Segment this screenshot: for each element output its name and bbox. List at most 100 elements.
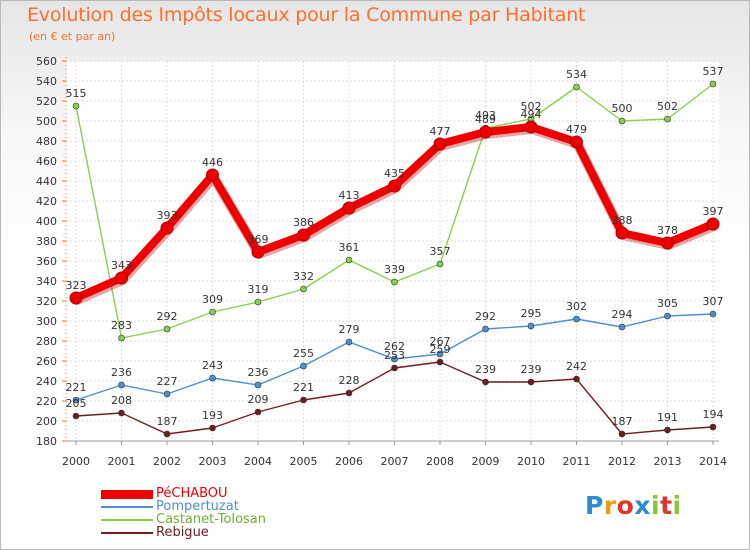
data-label: 283 — [111, 319, 132, 332]
data-point — [436, 260, 444, 268]
y-tick-label: 220 — [36, 395, 57, 408]
data-point — [709, 423, 717, 431]
y-tick-label: 560 — [36, 55, 57, 68]
y-tick-label: 180 — [36, 435, 57, 448]
data-point — [706, 217, 720, 231]
data-label: 477 — [430, 125, 451, 138]
data-label: 493 — [475, 109, 496, 122]
data-label: 479 — [566, 123, 587, 136]
data-point — [254, 408, 262, 416]
data-label: 502 — [657, 100, 678, 113]
legend-item-pompertuzat: Pompertuzat — [101, 499, 361, 514]
data-label: 534 — [566, 68, 587, 81]
data-label: 236 — [111, 366, 132, 379]
data-label: 221 — [66, 381, 87, 394]
y-tick-label: 360 — [36, 255, 57, 268]
data-label: 302 — [566, 300, 587, 313]
data-point — [345, 256, 353, 264]
x-tick-label: 2001 — [108, 455, 136, 468]
logo-letter: o — [616, 491, 635, 520]
data-point — [391, 355, 398, 363]
data-label: 193 — [202, 409, 223, 422]
legend-label-rebigue: Rebigue — [156, 525, 209, 540]
x-tick-label: 2004 — [244, 455, 272, 468]
logo-letter: r — [603, 491, 617, 520]
data-point — [163, 430, 171, 438]
y-tick-label: 420 — [36, 195, 57, 208]
x-tick-label: 2010 — [517, 455, 545, 468]
proxiti-logo: Proxiti — [585, 491, 682, 520]
data-point — [300, 285, 307, 293]
data-point — [206, 168, 219, 182]
legend-label-pechabou: PéCHABOU — [156, 486, 228, 501]
data-label: 243 — [202, 359, 223, 372]
data-label: 489 — [475, 113, 496, 126]
data-point — [342, 201, 356, 215]
data-label: 397 — [703, 205, 724, 218]
x-tick-label: 2000 — [62, 455, 90, 468]
y-tick-label: 400 — [36, 215, 57, 228]
x-tick-label: 2008 — [426, 455, 454, 468]
y-tick-label: 340 — [36, 275, 57, 288]
data-point — [118, 409, 125, 417]
data-label: 259 — [430, 343, 451, 356]
data-label: 221 — [293, 381, 314, 394]
data-point — [254, 298, 262, 306]
data-label: 537 — [703, 65, 724, 78]
data-point — [163, 390, 171, 398]
data-point — [118, 334, 125, 342]
data-point — [573, 315, 580, 323]
data-label: 307 — [703, 295, 724, 308]
y-tick-label: 200 — [36, 415, 57, 428]
data-label: 413 — [339, 189, 360, 202]
x-tick-label: 2002 — [153, 455, 181, 468]
data-point — [72, 396, 80, 404]
data-point — [160, 221, 174, 235]
legend-item-rebigue: Rebigue — [101, 525, 361, 540]
data-label: 295 — [521, 307, 542, 320]
data-point — [209, 424, 216, 432]
data-label: 305 — [657, 297, 678, 310]
data-label: 500 — [612, 102, 633, 115]
data-point — [118, 381, 125, 389]
data-label: 361 — [339, 241, 360, 254]
data-label: 227 — [157, 375, 178, 388]
data-label: 208 — [111, 394, 132, 407]
data-point — [72, 412, 80, 420]
data-point — [664, 426, 671, 434]
plot-background — [66, 61, 719, 441]
data-point — [436, 350, 444, 358]
data-point — [345, 338, 353, 346]
data-point — [527, 378, 535, 386]
legend-label-pompertuzat: Pompertuzat — [156, 499, 239, 514]
data-label: 279 — [339, 323, 360, 336]
x-tick-label: 2013 — [654, 455, 682, 468]
legend-swatch-pompertuzat — [101, 506, 153, 508]
chart-subtitle: (en € et par an) — [29, 30, 116, 43]
data-label: 388 — [612, 214, 633, 227]
y-tick-label: 480 — [36, 135, 57, 148]
y-tick-label: 260 — [36, 355, 57, 368]
data-point — [618, 430, 626, 438]
data-point — [618, 323, 626, 331]
y-tick-label: 380 — [36, 235, 57, 248]
data-point — [573, 375, 580, 383]
legend-swatch-pechabou — [101, 490, 153, 499]
logo-letter: P — [585, 491, 604, 520]
data-label: 369 — [248, 233, 269, 246]
data-point — [482, 325, 489, 333]
data-label: 228 — [339, 374, 360, 387]
data-point — [388, 179, 401, 193]
y-tick-label: 280 — [36, 335, 57, 348]
data-label: 332 — [293, 270, 314, 283]
data-label: 194 — [703, 408, 724, 421]
data-point — [251, 245, 265, 259]
data-label: 191 — [657, 411, 678, 424]
y-tick-label: 440 — [36, 175, 57, 188]
legend-swatch-rebigue — [101, 532, 153, 534]
logo-letter: t — [660, 491, 673, 520]
data-point — [436, 358, 444, 366]
data-point — [479, 125, 492, 139]
